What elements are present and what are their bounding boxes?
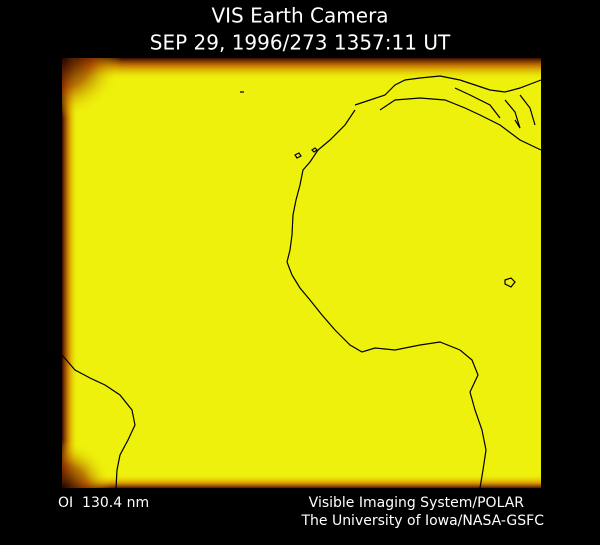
- filter-label: OI 130.4 nm: [58, 495, 149, 511]
- earth-image: [61, 58, 542, 489]
- timestamp: SEP 29, 1996/273 1357:11 UT: [150, 31, 451, 55]
- title: VIS Earth Camera: [211, 4, 388, 28]
- credit-line: Visible Imaging System/POLAR: [309, 495, 525, 511]
- credit-line: The University of Iowa/NASA-GSFC: [300, 513, 544, 529]
